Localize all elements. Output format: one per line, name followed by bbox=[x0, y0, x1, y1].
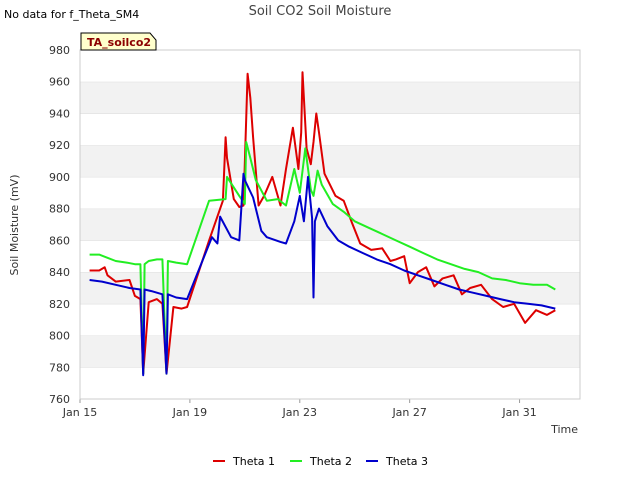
y-axis-title: Soil Moisture (mV) bbox=[8, 175, 21, 276]
series-line-theta-2 bbox=[89, 141, 556, 375]
y-tick-label: 820 bbox=[49, 298, 70, 311]
site-tag-label: TA_soilco2 bbox=[87, 36, 151, 49]
plot-lines bbox=[89, 71, 556, 377]
plot-frame bbox=[79, 49, 581, 400]
series-line-theta-3 bbox=[89, 172, 556, 377]
no-data-note: No data for f_Theta_SM4 bbox=[4, 8, 139, 21]
y-tick-label: 860 bbox=[49, 234, 70, 247]
site-tag-box bbox=[80, 32, 157, 51]
grid-band bbox=[80, 81, 580, 114]
x-axis-title: Time bbox=[550, 423, 578, 436]
grid-band bbox=[80, 145, 580, 177]
y-tick-label: 900 bbox=[49, 171, 70, 184]
grid-band bbox=[80, 176, 580, 209]
series-line-theta-1 bbox=[89, 71, 556, 375]
grid-band bbox=[80, 208, 580, 241]
grid-band bbox=[80, 303, 580, 336]
site-tag: TA_soilco2 bbox=[80, 32, 157, 51]
y-tick-label: 840 bbox=[49, 266, 70, 279]
x-tick-label: Jan 23 bbox=[282, 406, 317, 419]
x-tick-label: Jan 27 bbox=[391, 406, 426, 419]
legend: Theta 1 Theta 2 Theta 3 bbox=[213, 455, 428, 468]
x-axis-ticks: Jan 15 Jan 19 Jan 23 Jan 27 Jan 31 bbox=[62, 399, 537, 419]
legend-label: Theta 3 bbox=[385, 455, 428, 468]
legend-label: Theta 1 bbox=[232, 455, 275, 468]
y-tick-label: 960 bbox=[49, 76, 70, 89]
chart-title: Soil CO2 Soil Moisture bbox=[249, 4, 392, 19]
y-tick-label: 980 bbox=[49, 44, 70, 57]
y-tick-label: 780 bbox=[49, 361, 70, 374]
x-tick-label: Jan 15 bbox=[62, 406, 97, 419]
grid-bands bbox=[80, 49, 580, 399]
y-tick-label: 920 bbox=[49, 139, 70, 152]
grid-band bbox=[80, 335, 580, 368]
y-tick-label: 940 bbox=[49, 107, 70, 120]
legend-label: Theta 2 bbox=[309, 455, 352, 468]
grid-band bbox=[80, 240, 580, 273]
y-axis-ticks: 760 780 800 820 840 860 880 900 920 940 960 980 bbox=[49, 44, 70, 406]
grid-band bbox=[80, 50, 580, 82]
x-tick-label: Jan 19 bbox=[172, 406, 207, 419]
grid-band bbox=[80, 367, 580, 399]
y-tick-label: 880 bbox=[49, 203, 70, 216]
y-tick-label: 760 bbox=[49, 393, 70, 406]
grid-band bbox=[80, 113, 580, 146]
x-tick-label: Jan 31 bbox=[501, 406, 536, 419]
y-tick-label: 800 bbox=[49, 330, 70, 343]
